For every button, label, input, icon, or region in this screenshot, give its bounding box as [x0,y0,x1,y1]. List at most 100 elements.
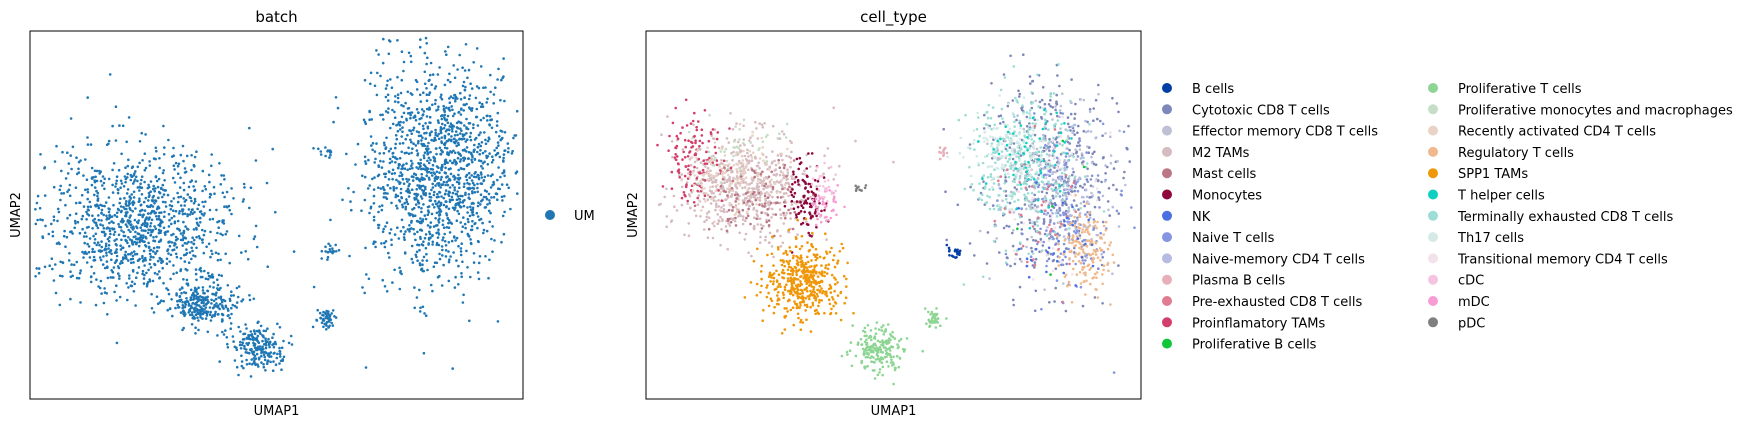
scatter-point [99,203,102,207]
scatter-point [435,152,438,156]
scatter-point [125,200,128,203]
scatter-point [899,337,903,341]
scatter-point [260,354,263,358]
scatter-point [265,362,269,366]
scatter-point [393,172,397,175]
scatter-point [143,219,147,222]
scatter-point [473,158,477,161]
scatter-point [737,215,740,218]
scatter-point [424,192,428,195]
scatter-point [778,132,781,135]
scatter-point [172,264,175,267]
scatter-point [656,143,659,147]
scatter-point [697,182,700,185]
scatter-point [262,363,265,366]
scatter-point [783,285,787,289]
scatter-point [268,345,271,349]
scatter-point [372,218,376,222]
scatter-point [440,127,444,131]
scatter-point [190,311,194,314]
scatter-point [289,334,293,338]
scatter-point [167,292,171,296]
scatter-point [235,348,239,352]
scatter-point [417,167,420,171]
scatter-point [741,208,745,212]
scatter-point [702,192,706,195]
scatter-point [407,195,411,198]
scatter-point [382,196,386,199]
scatter-point [133,253,137,256]
scatter-point [486,97,489,101]
scatter-point [502,156,505,160]
scatter-point [154,251,157,255]
scatter-point [415,80,419,84]
scatter-point [129,284,133,288]
scatter-point [772,213,775,216]
scatter-point [839,290,843,294]
scatter-point [806,268,809,272]
scatter-point [471,160,474,164]
scatter-point [95,179,99,183]
scatter-point [438,217,441,220]
scatter-point [94,175,97,179]
scatter-point [169,207,173,211]
scatter-point [687,172,690,175]
scatter-point [870,345,873,348]
scatter-point [713,128,717,131]
scatter-point [775,201,778,204]
scatter-point [108,216,112,219]
scatter-point [345,152,348,156]
scatter-point [817,312,820,316]
scatter-point [51,267,54,271]
scatter-point [377,53,380,56]
scatter-point [400,218,404,222]
scatter-point [936,321,939,324]
scatter-point [190,240,193,244]
scatter-point [402,60,406,64]
scatter-point [407,178,411,181]
scatter-point [714,199,718,203]
scatter-point [449,172,453,176]
scatter-point [80,193,84,197]
scatter-point [723,166,726,170]
scatter-point [789,165,792,169]
scatter-point [419,162,423,165]
scatter-point [771,235,774,238]
scatter-point [687,234,691,237]
scatter-point [139,226,142,229]
scatter-point [777,303,780,306]
scatter-point [329,218,332,222]
scatter-point [895,354,899,358]
scatter-point [739,144,742,147]
scatter-point [471,219,474,223]
scatter-point [193,310,197,314]
scatter-point [450,198,453,202]
scatter-point [402,69,405,73]
scatter-point [973,254,976,257]
scatter-point [252,357,256,360]
scatter-point [44,224,47,228]
scatter-point [411,208,414,211]
scatter-point [778,173,782,177]
scatter-point [751,134,754,137]
scatter-point [121,221,124,224]
scatter-point [159,239,162,243]
scatter-point [468,214,472,218]
scatter-point [221,330,224,334]
scatter-point [440,183,443,186]
scatter-point [428,232,432,236]
scatter-point [426,159,429,163]
scatter-point [382,227,386,231]
legend-label: UM [574,209,595,224]
scatter-point [325,328,328,331]
scatter-point [998,251,1001,254]
scatter-point [412,116,415,119]
scatter-point [826,200,829,203]
scatter-point [34,222,38,226]
scatter-point [123,196,126,200]
scatter-point [242,332,245,336]
scatter-point [499,98,502,102]
scatter-point [458,53,462,57]
scatter-point [828,302,832,306]
scatter-point [77,276,81,280]
